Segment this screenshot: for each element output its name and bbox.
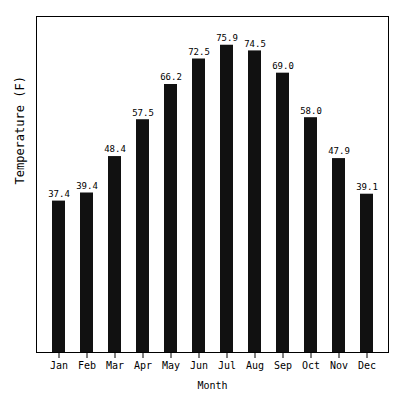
svg-text:Month: Month [197, 380, 227, 391]
svg-text:69.0: 69.0 [272, 61, 294, 71]
svg-text:Aug: Aug [246, 360, 264, 371]
svg-text:Jan: Jan [50, 360, 68, 371]
svg-text:66.2: 66.2 [160, 72, 182, 82]
svg-text:74.5: 74.5 [244, 39, 266, 49]
svg-text:47.9: 47.9 [328, 146, 350, 156]
svg-text:Oct: Oct [302, 360, 320, 371]
svg-text:75.9: 75.9 [216, 33, 238, 43]
svg-text:May: May [162, 360, 180, 371]
svg-text:Temperature (F): Temperature (F) [13, 76, 27, 184]
svg-text:37.4: 37.4 [48, 189, 70, 199]
svg-text:Nov: Nov [330, 360, 348, 371]
svg-text:Jun: Jun [190, 360, 208, 371]
svg-text:Sep: Sep [274, 360, 292, 371]
svg-text:57.5: 57.5 [132, 108, 154, 118]
svg-text:72.5: 72.5 [188, 47, 210, 57]
svg-text:Jul: Jul [218, 360, 236, 371]
svg-text:39.4: 39.4 [76, 181, 98, 191]
svg-text:Feb: Feb [78, 360, 96, 371]
svg-text:58.0: 58.0 [300, 106, 322, 116]
svg-text:39.1: 39.1 [356, 182, 378, 192]
svg-text:48.4: 48.4 [104, 144, 126, 154]
svg-text:Apr: Apr [134, 360, 152, 371]
svg-text:Mar: Mar [106, 360, 124, 371]
svg-text:Dec: Dec [358, 360, 376, 371]
